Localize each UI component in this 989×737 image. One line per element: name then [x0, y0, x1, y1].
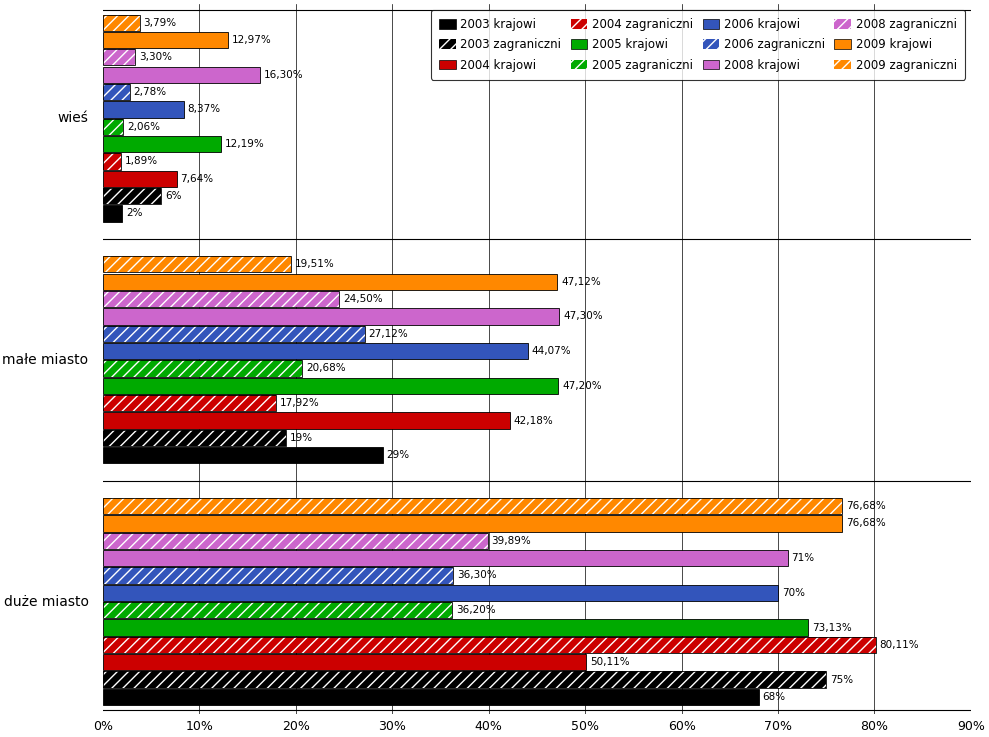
Bar: [103, 602, 452, 618]
Text: 2%: 2%: [127, 209, 142, 218]
Bar: [103, 308, 559, 324]
Bar: [103, 637, 875, 653]
Text: 2,06%: 2,06%: [127, 122, 160, 132]
Text: 68%: 68%: [763, 692, 785, 702]
Bar: [103, 153, 122, 170]
Bar: [103, 671, 826, 688]
Bar: [103, 256, 291, 273]
Bar: [103, 188, 161, 204]
Text: 29%: 29%: [387, 450, 409, 460]
Bar: [103, 84, 130, 100]
Bar: [103, 291, 339, 307]
Text: 12,97%: 12,97%: [232, 35, 272, 45]
Bar: [103, 15, 139, 31]
Bar: [103, 206, 123, 222]
Bar: [103, 360, 303, 377]
Bar: [103, 533, 488, 549]
Bar: [103, 567, 453, 584]
Text: 50,11%: 50,11%: [590, 657, 630, 667]
Bar: [103, 66, 260, 83]
Text: 39,89%: 39,89%: [492, 536, 531, 546]
Bar: [103, 602, 452, 618]
Bar: [103, 32, 228, 48]
Text: 73,13%: 73,13%: [812, 623, 852, 632]
Bar: [103, 689, 759, 705]
Bar: [103, 119, 123, 135]
Text: 80,11%: 80,11%: [879, 640, 919, 650]
Bar: [103, 171, 177, 187]
Bar: [103, 188, 161, 204]
Bar: [103, 671, 826, 688]
Bar: [103, 291, 339, 307]
Bar: [103, 447, 383, 464]
Bar: [103, 119, 123, 135]
Bar: [103, 498, 843, 514]
Bar: [103, 84, 130, 100]
Bar: [103, 153, 122, 170]
Text: 47,20%: 47,20%: [562, 381, 601, 391]
Text: 76,68%: 76,68%: [847, 518, 886, 528]
Text: 47,30%: 47,30%: [563, 312, 602, 321]
Text: 19,51%: 19,51%: [295, 259, 335, 270]
Text: 71%: 71%: [791, 553, 815, 563]
Bar: [103, 584, 778, 601]
Text: 44,07%: 44,07%: [532, 346, 572, 356]
Text: 17,92%: 17,92%: [280, 398, 319, 408]
Text: 19%: 19%: [290, 433, 314, 443]
Text: 70%: 70%: [782, 588, 805, 598]
Bar: [103, 136, 221, 153]
Text: małe miasto: małe miasto: [3, 353, 89, 367]
Text: 47,12%: 47,12%: [562, 276, 601, 287]
Bar: [103, 654, 586, 671]
Bar: [103, 256, 291, 273]
Bar: [103, 101, 184, 117]
Bar: [103, 326, 365, 342]
Text: 36,30%: 36,30%: [457, 570, 496, 581]
Text: duże miasto: duże miasto: [4, 595, 89, 609]
Text: 20,68%: 20,68%: [307, 363, 346, 374]
Bar: [103, 637, 875, 653]
Bar: [103, 413, 509, 429]
Text: 27,12%: 27,12%: [369, 329, 408, 339]
Text: 1,89%: 1,89%: [126, 156, 158, 167]
Bar: [103, 273, 558, 290]
Text: 3,30%: 3,30%: [138, 52, 172, 63]
Legend: 2003 krajowi, 2003 zagraniczni, 2004 krajowi, 2004 zagraniczni, 2005 krajowi, 20: 2003 krajowi, 2003 zagraniczni, 2004 kra…: [431, 10, 965, 80]
Text: 12,19%: 12,19%: [225, 139, 264, 149]
Text: 42,18%: 42,18%: [513, 416, 554, 425]
Text: 24,50%: 24,50%: [343, 294, 383, 304]
Text: 2,78%: 2,78%: [134, 87, 167, 97]
Bar: [103, 498, 843, 514]
Text: 7,64%: 7,64%: [181, 174, 214, 184]
Bar: [103, 395, 276, 411]
Bar: [103, 619, 808, 635]
Text: 8,37%: 8,37%: [188, 105, 221, 114]
Bar: [103, 15, 139, 31]
Bar: [103, 567, 453, 584]
Bar: [103, 360, 303, 377]
Bar: [103, 515, 843, 531]
Bar: [103, 49, 135, 66]
Text: 36,20%: 36,20%: [456, 605, 495, 615]
Text: 75%: 75%: [830, 674, 854, 685]
Bar: [103, 533, 488, 549]
Bar: [103, 395, 276, 411]
Bar: [103, 378, 558, 394]
Text: 6%: 6%: [165, 191, 181, 201]
Text: 3,79%: 3,79%: [143, 18, 177, 28]
Bar: [103, 49, 135, 66]
Text: 76,68%: 76,68%: [847, 501, 886, 511]
Bar: [103, 343, 528, 359]
Bar: [103, 430, 286, 446]
Bar: [103, 550, 787, 566]
Bar: [103, 326, 365, 342]
Text: wieś: wieś: [57, 111, 89, 125]
Text: 16,30%: 16,30%: [264, 70, 304, 80]
Bar: [103, 430, 286, 446]
